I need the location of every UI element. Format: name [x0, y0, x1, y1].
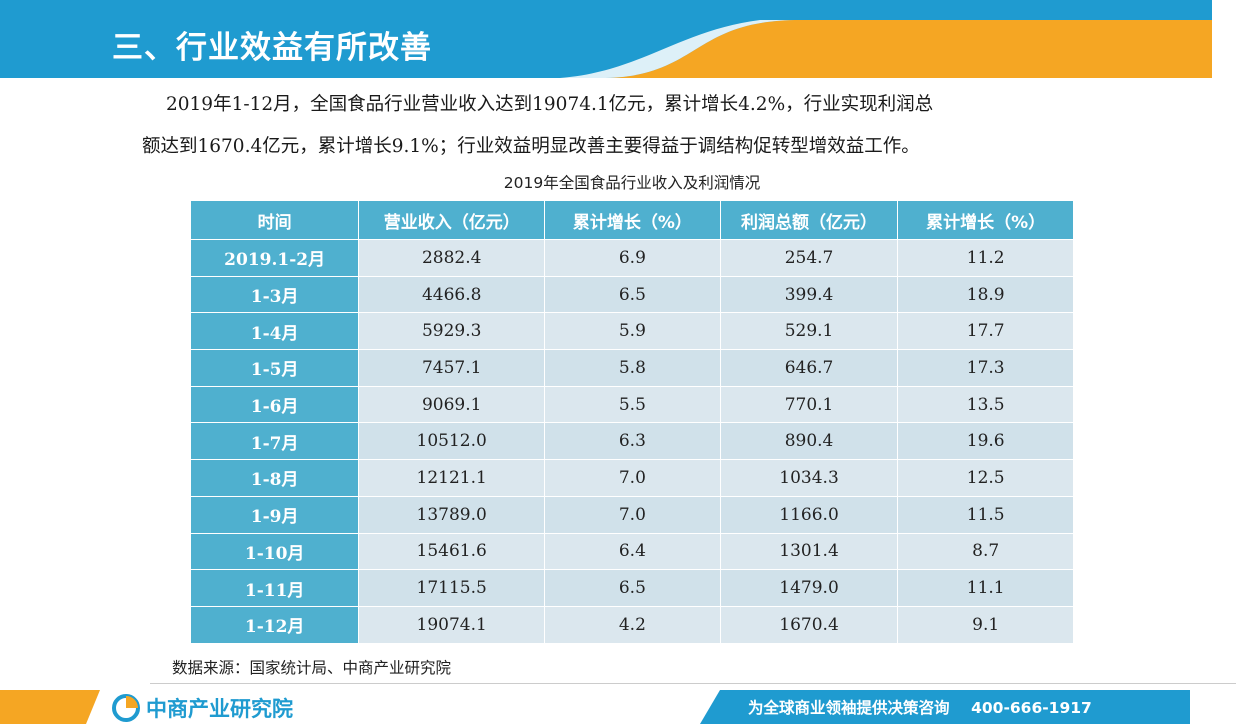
profit-cell: 1034.3: [719, 459, 899, 497]
revenue-growth-cell: 6.4: [544, 532, 721, 571]
column-header-revenue-growth: 累计增长（%）: [544, 200, 721, 240]
profit-growth-cell: 13.5: [897, 385, 1074, 424]
profit-growth-cell: 19.6: [897, 422, 1074, 461]
revenue-growth-cell: 5.9: [544, 312, 721, 351]
revenue-growth-cell: 6.5: [544, 275, 721, 314]
table-row: 1-4月 5929.3 5.9 529.1 17.7: [189, 312, 1074, 351]
time-cell: 1-12月: [189, 605, 360, 644]
logo-icon: [112, 694, 140, 722]
revenue-cell: 9069.1: [358, 385, 546, 424]
profit-cell: 1670.4: [719, 605, 899, 644]
header-banner: 三、行业效益有所改善: [0, 0, 1212, 78]
time-cell: 1-5月: [189, 349, 360, 387]
footer-slogan: 为全球商业领袖提供决策咨询 400-666-1917: [748, 696, 1092, 718]
revenue-cell: 7457.1: [358, 349, 546, 387]
footer-slogan-bar: [700, 690, 1190, 724]
profit-cell: 254.7: [719, 239, 899, 277]
data-source-note: 数据来源：国家统计局、中商产业研究院: [172, 659, 452, 677]
revenue-growth-cell: 5.8: [544, 349, 721, 387]
time-cell: 1-9月: [189, 495, 360, 534]
column-header-profit-growth: 累计增长（%）: [897, 200, 1074, 240]
revenue-cell: 2882.4: [358, 239, 546, 277]
column-header-time: 时间: [189, 200, 360, 240]
time-cell: 2019.1-2月: [189, 239, 360, 277]
table-row: 1-5月 7457.1 5.8 646.7 17.3: [189, 349, 1074, 387]
time-cell: 1-11月: [189, 569, 360, 607]
table-row: 1-8月 12121.1 7.0 1034.3 12.5: [189, 459, 1074, 497]
table-row: 2019.1-2月 2882.4 6.9 254.7 11.2: [189, 239, 1074, 277]
footer-divider: [150, 683, 1236, 684]
table-row: 1-12月 19074.1 4.2 1670.4 9.1: [189, 605, 1074, 644]
slogan-text: 为全球商业领袖提供决策咨询: [748, 699, 950, 717]
table-row: 1-10月 15461.6 6.4 1301.4 8.7: [189, 532, 1074, 571]
footer: 中商产业研究院 为全球商业领袖提供决策咨询 400-666-1917: [0, 690, 1236, 724]
revenue-growth-cell: 7.0: [544, 495, 721, 534]
profit-growth-cell: 12.5: [897, 459, 1074, 497]
column-header-profit: 利润总额（亿元）: [719, 200, 899, 240]
revenue-cell: 4466.8: [358, 275, 546, 314]
table-row: 1-6月 9069.1 5.5 770.1 13.5: [189, 385, 1074, 424]
revenue-growth-cell: 4.2: [544, 605, 721, 644]
profit-growth-cell: 8.7: [897, 532, 1074, 571]
company-logo: 中商产业研究院: [112, 693, 293, 723]
revenue-cell: 17115.5: [358, 569, 546, 607]
time-cell: 1-8月: [189, 459, 360, 497]
revenue-profit-table: 时间 营业收入（亿元） 累计增长（%） 利润总额（亿元） 累计增长（%） 201…: [189, 200, 1074, 644]
profit-growth-cell: 17.3: [897, 349, 1074, 387]
profit-cell: 770.1: [719, 385, 899, 424]
profit-cell: 646.7: [719, 349, 899, 387]
profit-growth-cell: 18.9: [897, 275, 1074, 314]
profit-growth-cell: 11.5: [897, 495, 1074, 534]
revenue-cell: 10512.0: [358, 422, 546, 461]
intro-line-2: 额达到1670.4亿元，累计增长9.1%；行业效益明显改善主要得益于调结构促转型…: [142, 136, 920, 157]
table-row: 1-3月 4466.8 6.5 399.4 18.9: [189, 275, 1074, 314]
table-title: 2019年全国食品行业收入及利润情况: [503, 174, 761, 192]
page-title: 三、行业效益有所改善: [112, 30, 432, 66]
revenue-cell: 5929.3: [358, 312, 546, 351]
footer-stripe-decoration: [0, 690, 100, 724]
time-cell: 1-7月: [189, 422, 360, 461]
profit-growth-cell: 11.1: [897, 569, 1074, 607]
table-row: 1-11月 17115.5 6.5 1479.0 11.1: [189, 569, 1074, 607]
profit-growth-cell: 11.2: [897, 239, 1074, 277]
profit-cell: 1166.0: [719, 495, 899, 534]
revenue-growth-cell: 6.9: [544, 239, 721, 277]
revenue-cell: 19074.1: [358, 605, 546, 644]
table-row: 1-7月 10512.0 6.3 890.4 19.6: [189, 422, 1074, 461]
profit-cell: 890.4: [719, 422, 899, 461]
table-body: 2019.1-2月 2882.4 6.9 254.7 11.2 1-3月 4466.8 6.5…: [189, 239, 1074, 644]
column-header-revenue: 营业收入（亿元）: [358, 200, 546, 240]
revenue-cell: 13789.0: [358, 495, 546, 534]
intro-line-1: 2019年1-12月，全国食品行业营业收入达到19074.1亿元，累计增长4.2…: [166, 94, 934, 115]
revenue-growth-cell: 6.5: [544, 569, 721, 607]
logo-text: 中商产业研究院: [146, 697, 293, 721]
revenue-growth-cell: 7.0: [544, 459, 721, 497]
profit-cell: 1479.0: [719, 569, 899, 607]
profit-cell: 529.1: [719, 312, 899, 351]
time-cell: 1-3月: [189, 275, 360, 314]
table-header-row: 时间 营业收入（亿元） 累计增长（%） 利润总额（亿元） 累计增长（%）: [189, 200, 1074, 240]
time-cell: 1-10月: [189, 532, 360, 571]
time-cell: 1-6月: [189, 385, 360, 424]
profit-cell: 399.4: [719, 275, 899, 314]
header-decoration: [560, 20, 1212, 78]
time-cell: 1-4月: [189, 312, 360, 351]
profit-growth-cell: 9.1: [897, 605, 1074, 644]
profit-growth-cell: 17.7: [897, 312, 1074, 351]
revenue-cell: 12121.1: [358, 459, 546, 497]
revenue-growth-cell: 6.3: [544, 422, 721, 461]
profit-cell: 1301.4: [719, 532, 899, 571]
header-edge: [1212, 0, 1236, 78]
phone-number: 400-666-1917: [971, 699, 1092, 717]
revenue-growth-cell: 5.5: [544, 385, 721, 424]
revenue-cell: 15461.6: [358, 532, 546, 571]
table-row: 1-9月 13789.0 7.0 1166.0 11.5: [189, 495, 1074, 534]
